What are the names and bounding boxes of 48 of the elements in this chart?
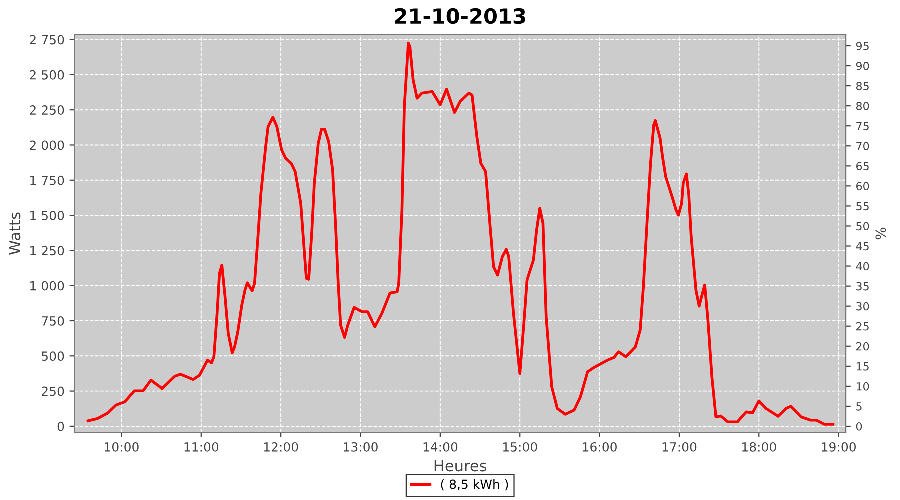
y2-tick-label: 15 <box>856 362 869 371</box>
y2-tick-label: 70 <box>856 142 870 151</box>
y2-tick-label: 80 <box>856 102 870 110</box>
y-tick-label: 1 000 <box>30 281 64 291</box>
y2-tick-label: 45 <box>856 242 869 251</box>
y-tick-label: 2 250 <box>30 106 64 116</box>
y-tick-label: 1 750 <box>30 176 64 186</box>
x-tick-label: 13:00 <box>344 442 378 452</box>
y-tick-label: 2 500 <box>30 70 64 80</box>
y2-tick-label: 75 <box>856 122 869 130</box>
y-tick-label: 750 <box>42 316 64 326</box>
legend-label: ( 8,5 kWh ) <box>441 480 508 491</box>
x-tick-label: 18:00 <box>742 442 776 452</box>
y2-tick-label: 55 <box>856 202 869 211</box>
y2-tick-label: 35 <box>856 282 869 291</box>
y2-tick-label: 50 <box>856 222 870 231</box>
y-tick-label: 1 500 <box>30 211 64 220</box>
x-tick-label: 19:00 <box>822 442 856 452</box>
chart-title: 21-10-2013 <box>395 8 526 24</box>
y2-tick-label: 5 <box>856 402 862 411</box>
y2-tick-label: 95 <box>856 42 869 50</box>
y2-tick-label: 25 <box>856 322 869 331</box>
y-tick-label: 2 000 <box>30 140 64 150</box>
x-tick-label: 15:00 <box>503 442 538 452</box>
x-tick-label: 12:00 <box>264 442 298 452</box>
y-tick-label: 1 250 <box>30 246 64 256</box>
y2-tick-label: 30 <box>856 302 870 311</box>
y-axis-title: Watts <box>9 212 21 255</box>
y2-tick-label: 0 <box>856 422 862 431</box>
y2-tick-label: 90 <box>856 62 870 70</box>
x-tick-label: 10:00 <box>105 442 139 452</box>
y-tick-label: 0 <box>58 422 64 432</box>
y2-tick-label: 60 <box>856 182 870 191</box>
y-tick-label: 500 <box>42 352 64 362</box>
y2-tick-label: 40 <box>856 262 870 271</box>
x-axis-title: Heures <box>434 460 487 472</box>
line-series <box>86 42 835 426</box>
y2-axis-title: % <box>876 228 886 240</box>
y2-tick-label: 85 <box>856 82 869 90</box>
x-tick-label: 11:00 <box>184 442 219 452</box>
y-tick-label: 2 750 <box>30 35 64 45</box>
x-tick-label: 14:00 <box>424 442 458 452</box>
y2-tick-label: 20 <box>856 342 870 351</box>
y2-tick-label: 65 <box>856 162 869 171</box>
x-tick-label: 16:00 <box>583 442 617 452</box>
y2-tick-label: 10 <box>856 382 870 391</box>
x-tick-label: 17:00 <box>662 442 697 452</box>
y-tick-label: 250 <box>42 386 64 396</box>
